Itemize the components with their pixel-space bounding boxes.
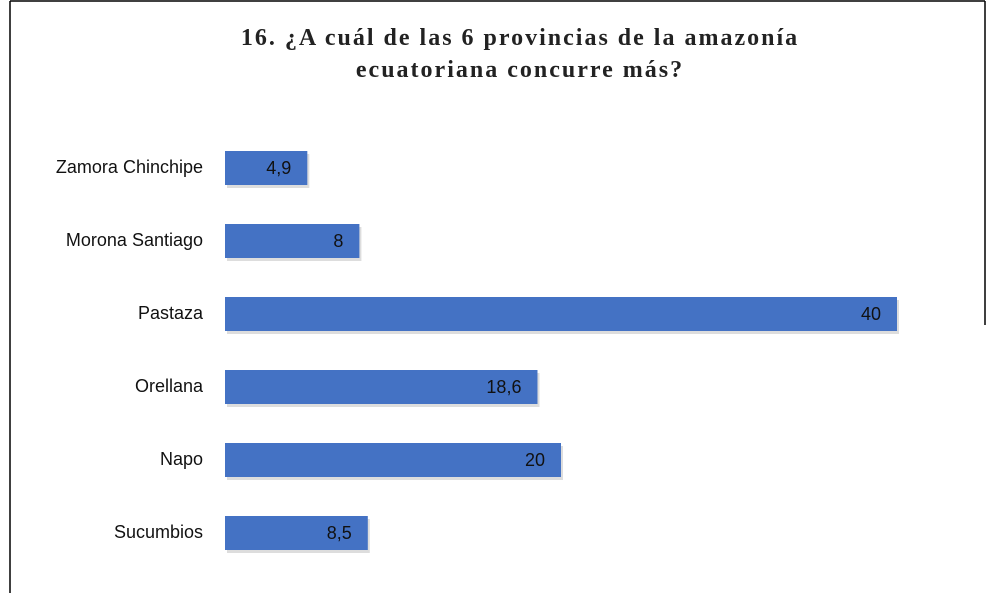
value-label: 18,6 — [486, 377, 521, 397]
y-tick-label: Morona Santiago — [66, 230, 203, 250]
bar — [225, 224, 360, 258]
value-label: 40 — [861, 304, 881, 324]
bar — [225, 151, 308, 185]
value-label: 4,9 — [266, 158, 291, 178]
value-label: 8,5 — [327, 523, 352, 543]
chart-title: 16. ¿A cuál de las 6 provincias de la am… — [240, 25, 800, 83]
bar — [225, 370, 538, 404]
y-tick-label: Orellana — [135, 376, 204, 396]
y-tick-label: Zamora Chinchipe — [56, 157, 203, 177]
y-tick-label: Sucumbios — [114, 522, 203, 542]
bar — [225, 443, 561, 477]
bar — [225, 516, 368, 550]
value-label: 20 — [525, 450, 545, 470]
bar — [225, 297, 897, 331]
y-tick-label: Napo — [160, 449, 203, 469]
y-tick-label: Pastaza — [138, 303, 204, 323]
value-label: 8 — [333, 231, 343, 251]
